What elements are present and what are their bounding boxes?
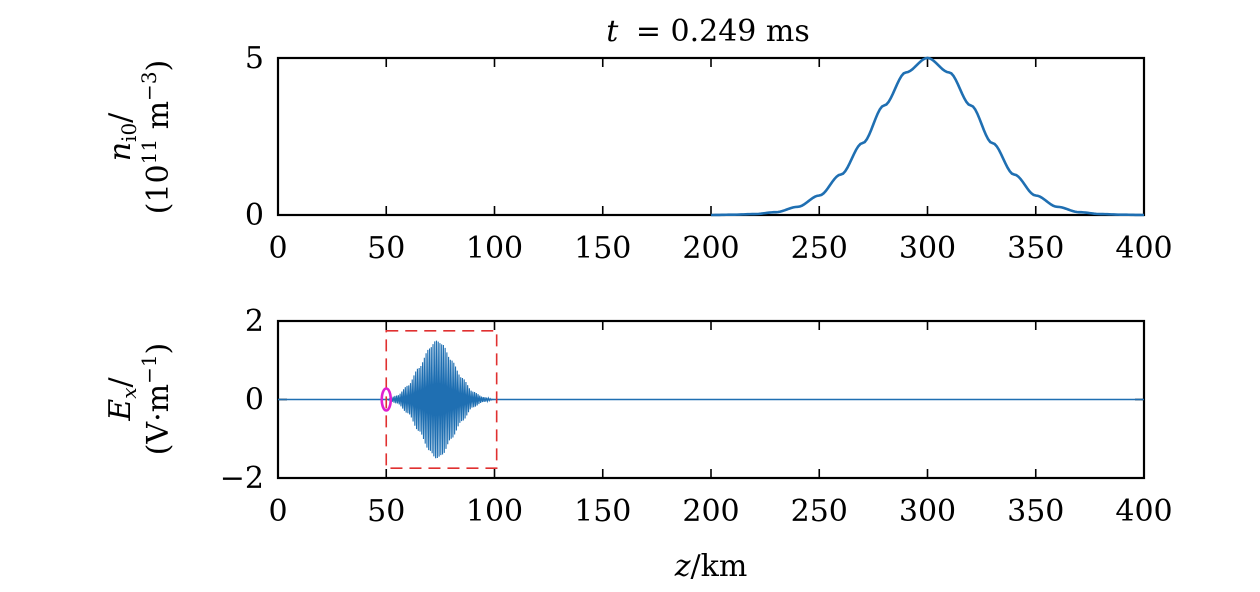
density-curve xyxy=(710,56,1145,217)
x-tick-label: 50 xyxy=(367,494,405,529)
density-panel: 0 50 100 150 200 250 300 350 400 0 5 ni0/ (1011 m−… xyxy=(103,41,1173,266)
x-tick-label: 350 xyxy=(1007,231,1064,266)
x-tick-label: 150 xyxy=(574,494,631,529)
field-wave-packet xyxy=(386,340,497,459)
x-tick-label: 300 xyxy=(899,494,956,529)
x-tick-label: 150 xyxy=(574,231,631,266)
field-axis-ticks: 0 50 100 150 200 250 300 350 400−202 xyxy=(220,304,1173,529)
density-plot-frame xyxy=(276,56,1146,217)
svg-text:(V·m−1): (V·m−1) xyxy=(137,343,176,456)
density-axis-ticks: 0 50 100 150 200 250 300 350 400 0 5 xyxy=(245,41,1173,266)
y-tick-label: −2 xyxy=(220,461,264,496)
y-tick-label: 0 xyxy=(245,198,264,233)
x-tick-label: 50 xyxy=(367,231,405,266)
x-tick-label: 400 xyxy=(1115,494,1172,529)
chart-title: t = 0.249 ms xyxy=(606,14,810,49)
y-tick-label: 2 xyxy=(245,304,264,339)
x-tick-label: 100 xyxy=(466,231,523,266)
x-tick-label: 350 xyxy=(1007,494,1064,529)
density-ylabel: ni0/ (1011 m−3) xyxy=(103,60,176,215)
svg-text:(1011 m−3): (1011 m−3) xyxy=(137,60,176,215)
y-tick-label: 5 xyxy=(245,41,264,76)
x-tick-label: 0 xyxy=(268,231,287,266)
svg-text:Ex/: Ex/ xyxy=(103,376,141,421)
y-tick-label: 0 xyxy=(245,383,264,418)
x-tick-label: 250 xyxy=(791,231,848,266)
field-xlabel: z/km xyxy=(674,549,748,584)
x-tick-label: 400 xyxy=(1115,231,1172,266)
x-tick-label: 200 xyxy=(682,231,739,266)
x-tick-label: 200 xyxy=(682,494,739,529)
x-tick-label: 100 xyxy=(466,494,523,529)
wave-packet-dashed-box xyxy=(385,330,498,469)
pulse-front-marker xyxy=(380,387,393,412)
x-tick-label: 250 xyxy=(791,494,848,529)
x-tick-label: 300 xyxy=(899,231,956,266)
x-tick-label: 0 xyxy=(268,494,287,529)
field-panel: 0 50 100 150 200 250 300 350 400−202 Ex/ (V·m−1)… xyxy=(103,304,1173,584)
svg-text:ni0/: ni0/ xyxy=(103,112,141,161)
field-ylabel: Ex/ (V·m−1) xyxy=(103,343,176,456)
